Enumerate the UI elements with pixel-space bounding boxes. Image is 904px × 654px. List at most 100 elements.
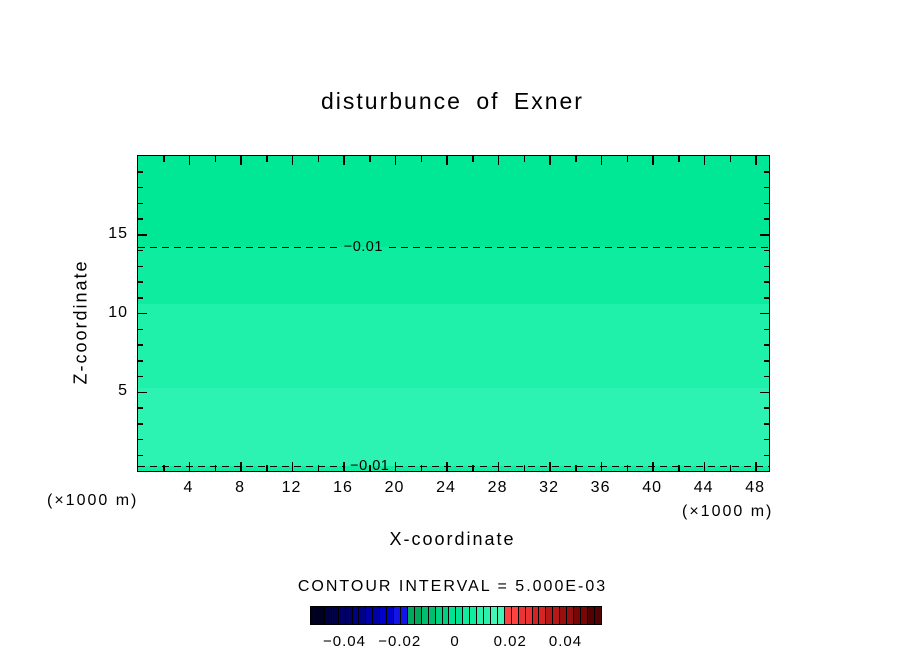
- axis-tick: [600, 462, 603, 471]
- axis-tick: [138, 234, 147, 236]
- axis-tick: [163, 465, 165, 471]
- axis-tick: [343, 156, 345, 165]
- axis-tick: [420, 156, 423, 162]
- colorbar-stripe: [560, 607, 568, 624]
- contour-label: −0.01: [350, 458, 389, 471]
- axis-tick: [240, 462, 242, 471]
- axis-tick: [764, 218, 769, 220]
- axis-tick: [138, 297, 143, 299]
- axis-tick: [760, 234, 769, 236]
- x-tick-label: 8: [235, 479, 245, 496]
- axis-tick: [764, 171, 769, 173]
- axis-tick: [266, 465, 268, 471]
- contour-line: [138, 246, 338, 249]
- axis-tick: [369, 156, 371, 162]
- colorbar-stripe: [490, 607, 498, 624]
- colorbar-stripe: [525, 607, 533, 624]
- axis-tick: [291, 462, 294, 471]
- axis-tick: [317, 156, 320, 162]
- axis-tick: [497, 462, 500, 471]
- axis-tick: [549, 462, 551, 471]
- x-tick-label: 40: [642, 479, 662, 496]
- colorbar-stripe: [352, 607, 360, 624]
- x-tick-label: 28: [487, 479, 508, 496]
- axis-tick: [549, 156, 551, 165]
- axis-tick: [764, 407, 769, 409]
- colorbar-stripe: [331, 607, 339, 624]
- colorbar-stripe: [470, 607, 478, 624]
- axis-tick: [240, 156, 242, 165]
- axis-tick: [266, 156, 268, 162]
- colorbar-stripe: [518, 607, 526, 624]
- y-axis-label: Z-coordinate: [70, 259, 91, 385]
- axis-tick: [600, 156, 603, 165]
- axis-tick: [523, 156, 526, 162]
- colorbar-stripe: [567, 607, 575, 624]
- axis-tick: [523, 465, 526, 471]
- axis-tick: [138, 186, 143, 189]
- x-tick-label: 36: [590, 479, 611, 496]
- axis-tick: [138, 360, 143, 362]
- x-tick-label: 24: [436, 479, 456, 496]
- axis-tick: [626, 465, 629, 471]
- axis-tick: [764, 265, 769, 267]
- colorbar-stripe: [594, 607, 601, 624]
- axis-tick: [394, 462, 397, 471]
- axis-tick: [764, 360, 769, 362]
- axis-tick: [138, 454, 143, 456]
- contour-fill-band: [138, 387, 769, 467]
- axis-tick: [138, 407, 143, 409]
- axis-tick: [188, 156, 191, 165]
- axis-tick: [369, 465, 371, 471]
- axis-tick: [138, 344, 143, 346]
- colorbar-tick-label: 0: [450, 633, 460, 650]
- axis-tick: [446, 462, 448, 471]
- axis-tick: [472, 156, 474, 162]
- chart-title: disturbunce of Exner: [321, 88, 584, 114]
- axis-tick: [755, 462, 757, 471]
- x-tick-label: 48: [745, 479, 766, 496]
- colorbar-stripe: [442, 607, 450, 624]
- x-axis-units-label: (×1000 m): [682, 503, 774, 520]
- axis-tick: [138, 202, 143, 204]
- colorbar-stripe: [484, 607, 491, 624]
- axis-tick: [755, 156, 757, 165]
- axis-tick: [214, 465, 216, 471]
- axis-tick: [138, 423, 143, 425]
- axis-tick: [138, 375, 143, 378]
- x-tick-label: 32: [539, 479, 559, 496]
- colorbar-stripe: [387, 607, 395, 624]
- axis-tick: [497, 156, 500, 165]
- colorbar-stripe: [504, 607, 512, 624]
- colorbar-stripe: [456, 607, 464, 624]
- axis-tick: [764, 328, 769, 330]
- axis-tick: [729, 156, 732, 162]
- axis-tick: [764, 281, 769, 283]
- colorbar-stripe: [497, 607, 505, 624]
- x-axis-label: X-coordinate: [389, 529, 516, 549]
- colorbar-stripe: [449, 607, 457, 624]
- contour-fill-band: [138, 466, 769, 471]
- plot-area: −0.01 −0.01: [137, 155, 770, 472]
- axis-tick: [575, 156, 577, 162]
- axis-tick: [138, 312, 147, 315]
- colorbar-stripe: [511, 607, 519, 624]
- axis-tick: [764, 249, 769, 252]
- axis-tick: [138, 328, 143, 330]
- colorbar-tick-label: 0.04: [548, 633, 583, 650]
- axis-tick: [138, 218, 143, 220]
- axis-tick: [138, 171, 143, 173]
- axis-tick: [764, 344, 769, 346]
- colorbar-stripe: [366, 607, 374, 624]
- axis-tick: [138, 265, 143, 267]
- y-tick-label: 15: [108, 224, 128, 242]
- colorbar-stripe: [463, 607, 471, 624]
- x-tick-label: 20: [384, 479, 405, 496]
- colorbar-stripe: [428, 607, 436, 624]
- axis-tick: [764, 375, 769, 378]
- axis-tick: [703, 462, 706, 471]
- colorbar-tick-label: 0.02: [493, 633, 527, 650]
- axis-tick: [472, 465, 474, 471]
- contour-fill-band: [138, 156, 769, 248]
